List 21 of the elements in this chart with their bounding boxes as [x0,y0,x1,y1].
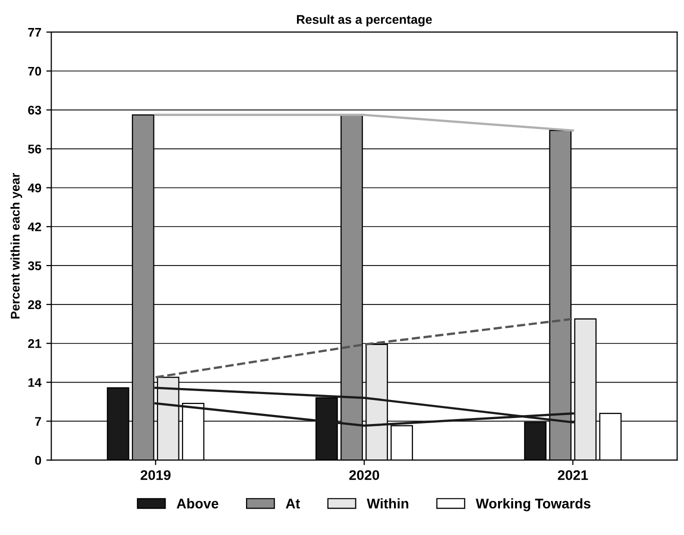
y-tick-label: 0 [35,456,42,465]
x-tick-label: 2020 [349,470,380,480]
legend-label: Working Towards [476,498,590,512]
legend-label: Within [366,498,408,508]
chart-title: Result as a percentage [296,14,432,26]
y-tick-label: 56 [28,144,42,154]
y-tick-label: 21 [28,339,42,348]
y-tick-label: 7 [35,417,42,426]
y-tick-label: 35 [28,261,42,270]
y-tick-label: 14 [28,378,42,387]
x-tick-label: 2021 [558,470,588,480]
x-tick-label: 2019 [140,470,171,480]
y-tick-label: 49 [28,184,42,192]
legend-label: At [286,498,300,508]
y-tick-label: 42 [28,222,42,232]
y-tick-label: 63 [28,106,42,115]
y-tick-label: 70 [28,66,42,76]
y-tick-label: 77 [28,28,42,37]
y-tick-label: 28 [28,300,42,310]
legend-label: Above [176,498,218,508]
y-axis-title: Percent within each year [10,172,22,319]
